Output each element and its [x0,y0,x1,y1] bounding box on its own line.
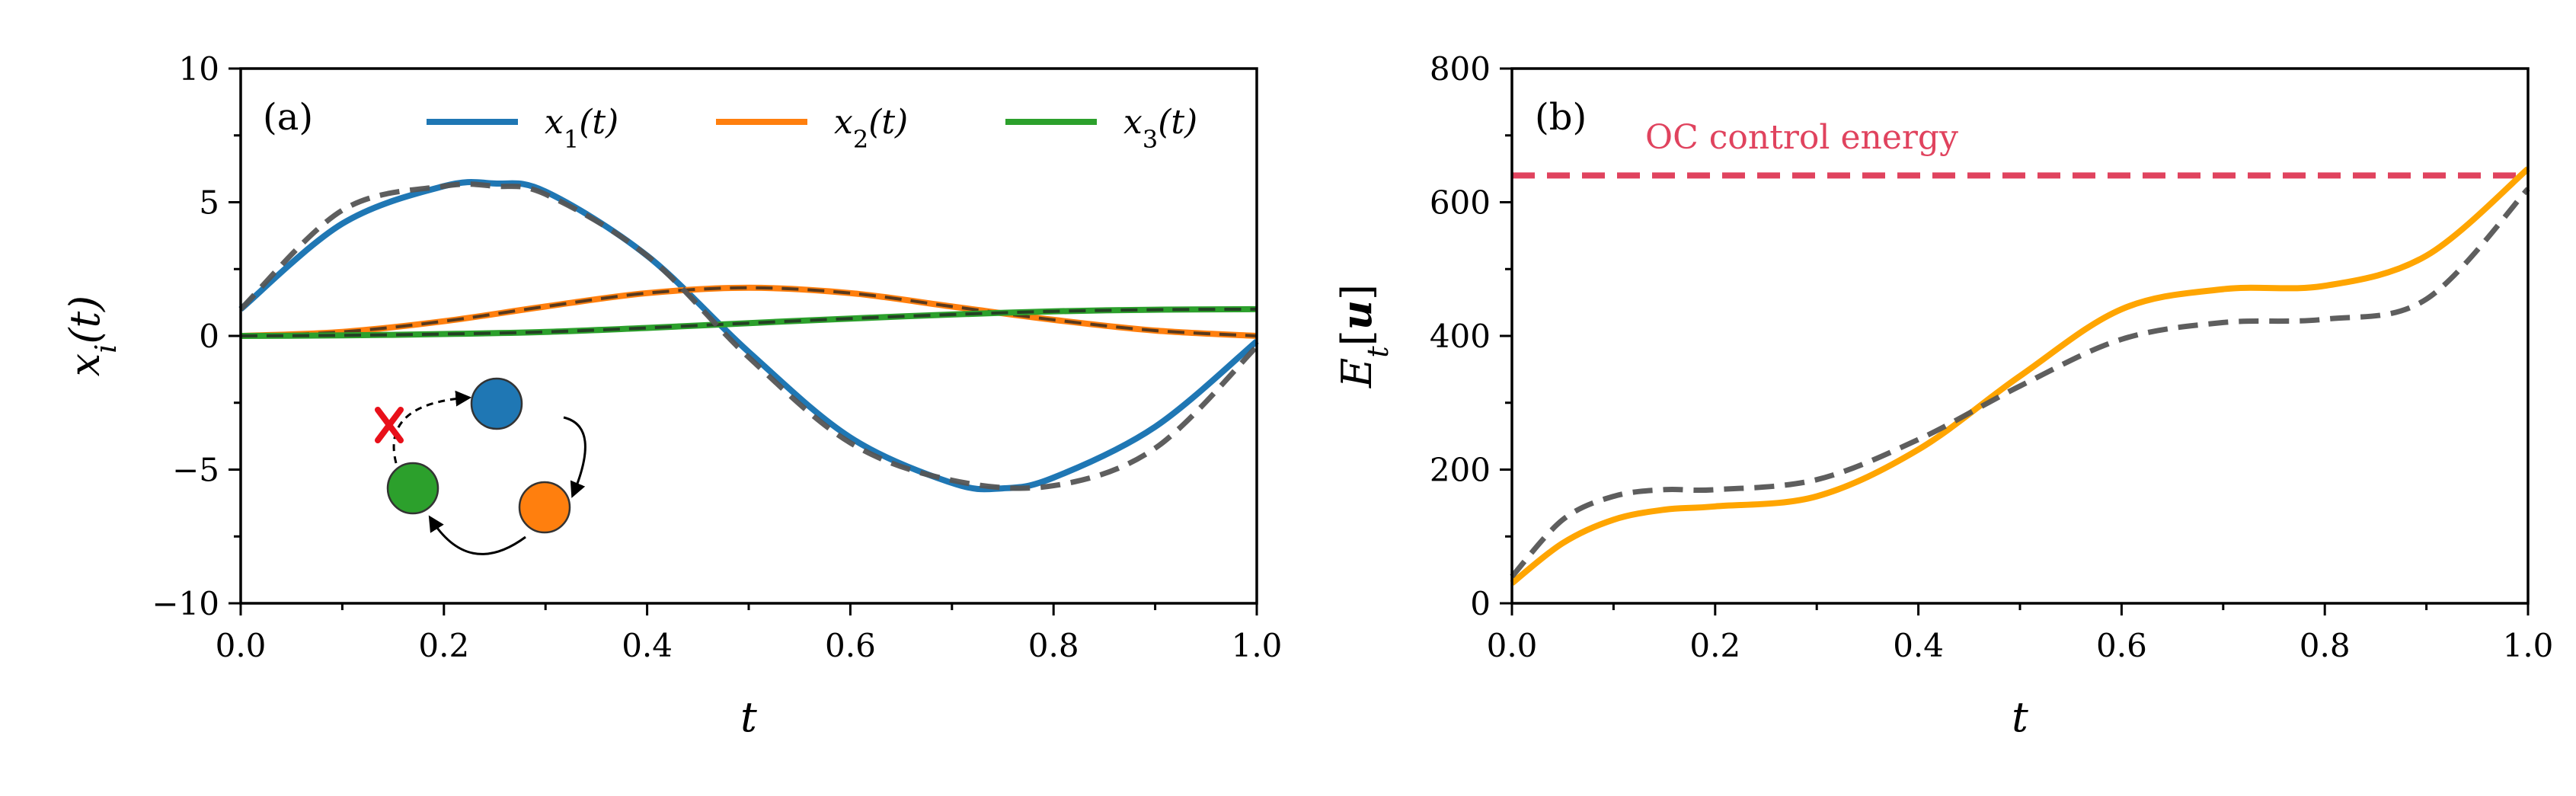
x-tick-label: 0.2 [1689,627,1740,664]
y-tick-label: 10 [179,50,219,88]
legend-label-x3: x3(t) [1123,103,1197,154]
x-tick-label: 0.4 [622,627,673,664]
network-inset [375,377,586,555]
y-tick-label: −10 [152,585,219,622]
legend-label-x1: x1(t) [545,103,618,154]
edge-green-to-blue-blocked [392,390,472,464]
series-a-3-dashed-line [238,181,1259,491]
series-b-0-line [1510,166,2530,586]
series-b-1-dashed-line [1510,187,2530,579]
y-tick-label: 600 [1430,184,1491,222]
orange-node [518,481,571,534]
x-tick-label: 0.6 [2096,627,2147,664]
x-tick-label: 0.4 [1893,627,1944,664]
oc-control-energy-label: OC control energy [1645,118,1958,157]
panel-a-legend: x1(t) x2(t) x3(t) [427,103,1197,154]
blocked-edge-cross-icon [375,407,404,443]
y-tick-label: 5 [199,184,219,222]
x-tick-label: 0.6 [825,627,876,664]
series-a-1-line [240,284,1258,339]
x-tick-label: 0.0 [1487,627,1538,664]
panel-b-ticks: 0.0 0.2 0.4 0.6 0.8 1.0 800 600 400 200 0 [1430,50,2554,664]
panel-b: 0.0 0.2 0.4 0.6 0.8 1.0 800 600 400 200 0 (b) OC c… [1332,50,2553,741]
y-tick-label: 400 [1430,318,1491,355]
blue-node [470,377,523,430]
panel-a-xlabel: t [740,693,757,741]
y-tick-label: 800 [1430,50,1491,88]
panel-a-ylabel: xi(t) [61,296,123,376]
series-a-0-line [238,178,1259,493]
y-tick-label: 0 [199,318,219,355]
panel-a-ticks: 0.0 0.2 0.4 0.6 0.8 1.0 10 5 0 −5 −10 [152,50,1282,664]
panel-b-label: (b) [1535,96,1587,139]
panel-a: 0.0 0.2 0.4 0.6 0.8 1.0 10 5 0 −5 −10 (a) x1(t) x2… [61,50,1282,741]
edge-orange-to-green [428,515,526,555]
x-tick-label: 1.0 [1232,627,1283,664]
x-tick-label: 0.8 [1028,627,1079,664]
panel-b-frame [1510,67,2530,605]
panel-a-frame [239,67,1258,605]
y-tick-label: −5 [172,452,219,489]
panel-b-ylabel: Et[u] [1332,284,1395,388]
legend-label-x2: x2(t) [834,103,908,154]
x-tick-label: 0.0 [216,627,267,664]
edge-blue-to-orange [563,416,586,498]
panel-b-series [1510,166,2530,586]
y-tick-label: 0 [1470,585,1491,622]
x-tick-label: 0.2 [418,627,469,664]
green-node [386,462,439,515]
panel-a-series [238,178,1259,493]
y-tick-label: 200 [1430,452,1491,489]
panel-b-xlabel: t [2012,693,2028,741]
x-tick-label: 1.0 [2503,627,2554,664]
x-tick-label: 0.8 [2300,627,2351,664]
series-a-2-overlay [240,307,1258,337]
panel-a-label: (a) [263,96,313,139]
